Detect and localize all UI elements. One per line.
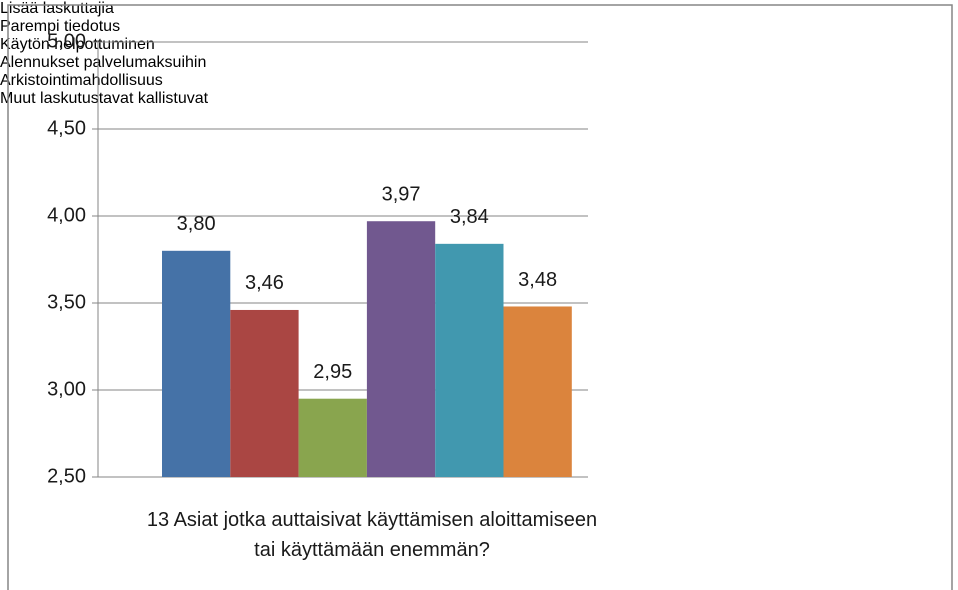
legend-item: Alennukset palvelumaksuihin [0,54,958,72]
bar [298,398,367,477]
legend-item: Muut laskutustavat kallistuvat [0,90,958,108]
legend-label: Parempi tiedotus [0,18,121,35]
chart-frame [7,4,953,590]
bar [503,306,572,477]
y-tick-label: 3,50 [47,291,86,313]
bar [435,243,504,477]
data-label: 3,97 [382,184,421,206]
y-tick-label: 2,50 [47,465,86,487]
bar [162,250,231,477]
y-tick-label: 4,00 [47,204,86,226]
y-tick-label: 3,00 [47,378,86,400]
data-label: 3,80 [177,213,216,235]
y-tick-label: 4,50 [47,117,86,139]
x-category-label: 13 Asiat jotka auttaisivat käyttämisen a… [146,509,598,561]
legend-item: Arkistointimahdollisuus [0,72,958,90]
legend-item: Käytön helpottuminen [0,36,958,54]
bar [366,221,436,477]
legend-item: Parempi tiedotus [0,18,958,36]
y-tick-label: 5,00 [47,30,86,52]
data-label: 3,84 [450,206,489,228]
legend-label: Alennukset palvelumaksuihin [0,54,207,71]
data-label: 2,95 [313,361,352,383]
legend-label: Käytön helpottuminen [0,36,155,53]
legend-label: Arkistointimahdollisuus [0,72,163,89]
bar [230,309,299,477]
data-label: 3,46 [245,272,284,294]
data-label: 3,48 [518,269,557,291]
legend-label: Muut laskutustavat kallistuvat [0,90,209,107]
